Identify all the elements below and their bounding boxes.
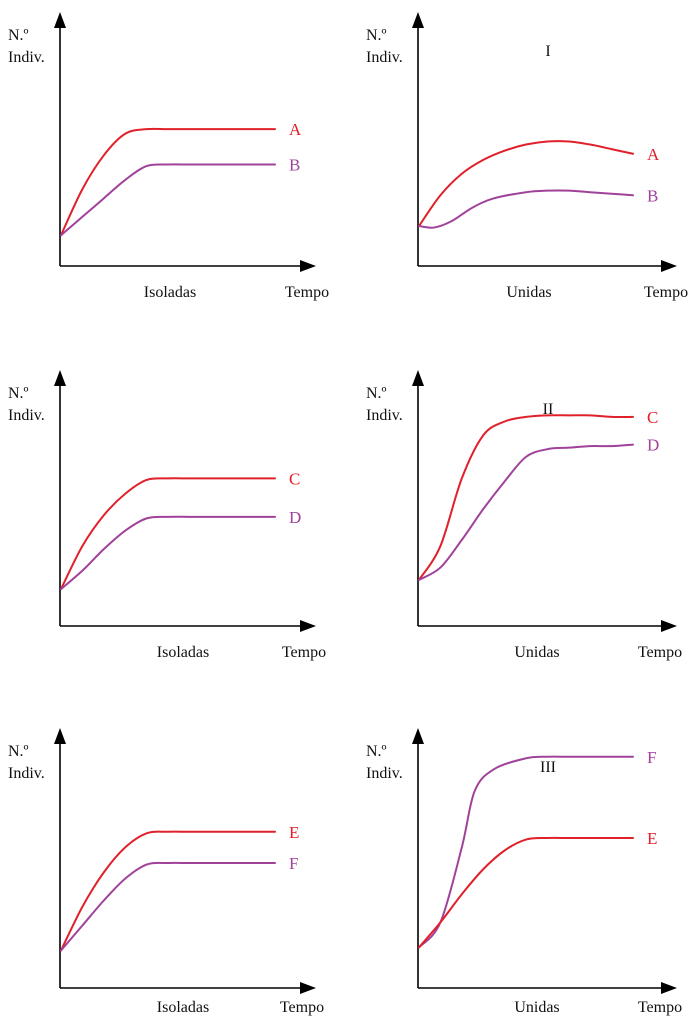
y-axis-arrow xyxy=(54,12,66,28)
series-line-D xyxy=(60,515,276,591)
series-line-B xyxy=(418,189,634,229)
condition-label: Isoladas xyxy=(157,644,209,661)
x-axis-arrow xyxy=(300,982,316,994)
ylabel-line2: Indiv. xyxy=(8,765,45,782)
ylabel-line1: N.º xyxy=(8,27,29,44)
xlabel: Tempo xyxy=(644,284,688,301)
xlabel: Tempo xyxy=(638,999,682,1016)
y-axis-arrow xyxy=(54,728,66,744)
ylabel-line1: N.º xyxy=(366,27,387,44)
condition-label: Isoladas xyxy=(144,284,196,301)
chart-panel-3: N.º Indiv. Isoladas Tempo C D xyxy=(8,370,326,661)
series-line-F xyxy=(60,861,276,952)
series-label-A: A xyxy=(289,120,302,139)
x-axis-arrow xyxy=(661,982,677,994)
ylabel-line1: N.º xyxy=(366,743,387,760)
series-label-E: E xyxy=(647,829,657,848)
series-line-D xyxy=(418,443,634,581)
series-line-F xyxy=(418,755,634,949)
series-label-D: D xyxy=(289,508,301,527)
chart-panel-5: N.º Indiv. Isoladas Tempo EF xyxy=(8,728,324,1016)
chart-panel-1: N.º Indiv. Isoladas Tempo AB xyxy=(8,12,329,301)
condition-label: Isoladas xyxy=(157,999,209,1016)
x-axis-arrow xyxy=(661,260,677,272)
condition-label: Unidas xyxy=(514,644,559,661)
series-line-E xyxy=(60,830,276,952)
series-line-A xyxy=(60,127,276,237)
series-label-C: C xyxy=(647,408,658,427)
xlabel: Tempo xyxy=(638,644,682,661)
ylabel-line1: N.º xyxy=(8,743,29,760)
y-axis-arrow xyxy=(412,12,424,28)
panel-title: III xyxy=(540,759,556,776)
ylabel-line2: Indiv. xyxy=(8,49,45,66)
ylabel-line2: Indiv. xyxy=(8,407,45,424)
series-label-C: C xyxy=(289,469,300,488)
chart-panel-4: N.º Indiv. II Unidas Tempo CD xyxy=(366,370,682,661)
chart-panel-6: N.º Indiv. III Unidas Tempo F E xyxy=(366,728,682,1016)
series-label-B: B xyxy=(289,156,300,175)
series-line-C xyxy=(60,477,276,591)
x-axis-arrow xyxy=(300,620,316,632)
series-label-F: F xyxy=(647,748,656,767)
series-label-D: D xyxy=(647,436,659,455)
condition-label: Unidas xyxy=(506,284,551,301)
condition-label: Unidas xyxy=(514,999,559,1016)
x-axis-arrow xyxy=(661,620,677,632)
xlabel: Tempo xyxy=(282,644,326,661)
ylabel-line1: N.º xyxy=(366,385,387,402)
ylabel-line2: Indiv. xyxy=(366,407,403,424)
ylabel-line2: Indiv. xyxy=(366,49,403,66)
ylabel-line1: N.º xyxy=(8,385,29,402)
ylabel-line2: Indiv. xyxy=(366,765,403,782)
panel-title: II xyxy=(543,401,554,418)
chart-panel-2: N.º Indiv. I Unidas Tempo A B xyxy=(366,12,688,301)
series-line-C xyxy=(418,414,634,581)
xlabel: Tempo xyxy=(280,999,324,1016)
series-label-F: F xyxy=(289,854,298,873)
y-axis-arrow xyxy=(412,728,424,744)
y-axis-arrow xyxy=(54,370,66,386)
x-axis-arrow xyxy=(300,260,316,272)
y-axis-arrow xyxy=(412,370,424,386)
series-line-A xyxy=(418,140,634,228)
series-label-E: E xyxy=(289,823,299,842)
series-label-B: B xyxy=(647,186,658,205)
xlabel: Tempo xyxy=(285,284,329,301)
panel-title: I xyxy=(545,43,550,60)
series-label-A: A xyxy=(647,145,660,164)
series-line-E xyxy=(418,836,634,949)
series-line-B xyxy=(60,163,276,237)
